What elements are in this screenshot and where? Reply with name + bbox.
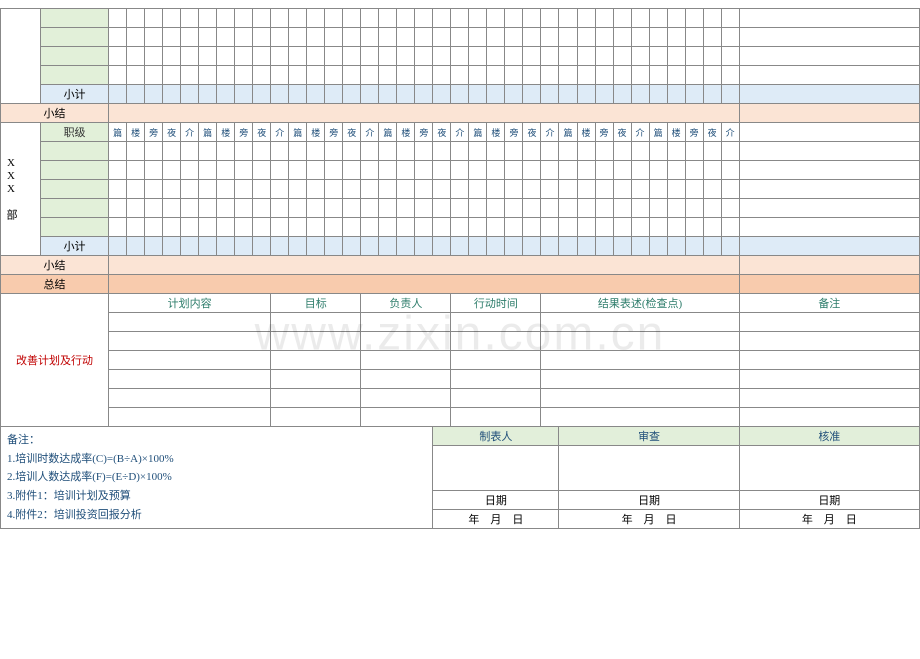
- rank-row: [41, 28, 109, 47]
- reviewer-date-label: 日期: [559, 491, 739, 510]
- plan-header-target: 目标: [271, 294, 361, 313]
- preparer-sign: [433, 446, 559, 491]
- grid-header: 篇: [109, 123, 127, 142]
- rank-row: [41, 47, 109, 66]
- note-line: 1.培训时数达成率(C)=(B÷A)×100%: [7, 450, 426, 469]
- rank-row: [41, 199, 109, 218]
- notes-title: 备注：: [7, 431, 426, 450]
- note-line: 2.培训人数达成率(F)=(E÷D)×100%: [7, 468, 426, 487]
- rank-row: [41, 66, 109, 85]
- rank-row: [41, 142, 109, 161]
- approver-date-label: 日期: [739, 491, 919, 510]
- rank-header-label: 职级: [41, 123, 109, 142]
- plan-header-result: 结果表述(检查点): [541, 294, 739, 313]
- improvement-label: 改善计划及行动: [1, 294, 109, 427]
- rank-row: [41, 180, 109, 199]
- subsection-label: 小结: [1, 104, 109, 123]
- reviewer-date-value: 年 月 日: [559, 510, 739, 529]
- notes-box: 备注： 1.培训时数达成率(C)=(B÷A)×100% 2.培训人数达成率(F)…: [1, 427, 433, 529]
- preparer-date-value: 年 月 日: [433, 510, 559, 529]
- grand-total-label: 总结: [1, 275, 109, 294]
- dept-cell-empty-1: [1, 9, 41, 104]
- plan-header-time: 行动时间: [451, 294, 541, 313]
- approver-sign: [739, 446, 919, 491]
- tail-cell: [739, 9, 919, 28]
- approver-date-value: 年 月 日: [739, 510, 919, 529]
- preparer-date-label: 日期: [433, 491, 559, 510]
- preparer-header: 制表人: [433, 427, 559, 446]
- subsection-label: 小结: [1, 256, 109, 275]
- dept-name-cell: XXX 部: [1, 123, 41, 256]
- plan-header-owner: 负责人: [361, 294, 451, 313]
- subtotal-label: 小计: [41, 237, 109, 256]
- rank-row: [41, 161, 109, 180]
- plan-header-content: 计划内容: [109, 294, 271, 313]
- note-line: 3.附件1：培训计划及预算: [7, 487, 426, 506]
- approver-header: 核准: [739, 427, 919, 446]
- subtotal-label: 小计: [41, 85, 109, 104]
- plan-header-remark: 备注: [739, 294, 919, 313]
- rank-row: [41, 218, 109, 237]
- note-line: 4.附件2：培训投资回报分析: [7, 506, 426, 525]
- main-table: 小计 小结 XXX 部 职级 篇 楼 旁 夜 介 篇 楼 旁 夜 介 篇 楼 旁…: [0, 8, 920, 529]
- rank-row: [41, 9, 109, 28]
- reviewer-sign: [559, 446, 739, 491]
- reviewer-header: 审查: [559, 427, 739, 446]
